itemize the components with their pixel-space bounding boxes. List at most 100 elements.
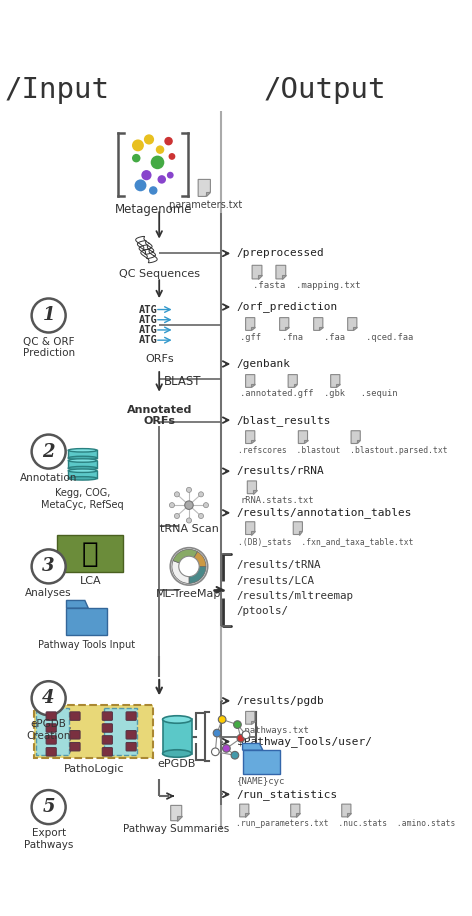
Circle shape [198, 492, 203, 496]
Circle shape [149, 186, 158, 195]
FancyBboxPatch shape [34, 705, 153, 758]
Text: Metagenome: Metagenome [115, 203, 192, 216]
Circle shape [132, 139, 144, 151]
Polygon shape [198, 180, 211, 196]
Polygon shape [251, 384, 255, 387]
Text: BLAST: BLAST [163, 376, 201, 388]
Ellipse shape [162, 750, 192, 758]
Circle shape [169, 153, 176, 160]
Polygon shape [247, 481, 256, 494]
Text: /Input: /Input [5, 76, 110, 104]
Text: .run_parameters.txt  .nuc.stats  .amino.stats: .run_parameters.txt .nuc.stats .amino.st… [236, 819, 455, 828]
FancyBboxPatch shape [102, 724, 112, 732]
Text: /results/rRNA: /results/rRNA [236, 466, 324, 476]
Polygon shape [285, 327, 289, 331]
Text: /preprocessed: /preprocessed [236, 248, 324, 258]
FancyBboxPatch shape [46, 724, 56, 732]
Text: Export
Pathways: Export Pathways [24, 828, 73, 850]
Text: 1: 1 [42, 307, 55, 324]
Text: ML-TreeMap: ML-TreeMap [156, 588, 222, 598]
Text: .gff    .fna    .faa    .qced.faa: .gff .fna .faa .qced.faa [240, 333, 413, 342]
Wedge shape [189, 551, 206, 566]
Text: /results/tRNA: /results/tRNA [236, 561, 321, 571]
Text: Annotated
ORFs: Annotated ORFs [126, 405, 192, 427]
Text: Pathway Tools Input: Pathway Tools Input [38, 640, 135, 650]
Text: /results/annotation_tables: /results/annotation_tables [236, 507, 412, 518]
Text: ORFs: ORFs [145, 354, 174, 364]
Ellipse shape [68, 469, 97, 473]
Circle shape [219, 715, 226, 724]
Polygon shape [251, 721, 255, 725]
Wedge shape [173, 550, 197, 566]
FancyBboxPatch shape [46, 747, 56, 756]
Circle shape [164, 136, 173, 146]
Text: Kegg, COG,
MetaCyc, RefSeq: Kegg, COG, MetaCyc, RefSeq [42, 488, 124, 509]
Polygon shape [348, 318, 357, 331]
Text: QC Sequences: QC Sequences [118, 268, 200, 278]
Polygon shape [245, 431, 255, 443]
Circle shape [198, 514, 203, 518]
Polygon shape [245, 522, 255, 535]
Circle shape [211, 748, 219, 756]
FancyBboxPatch shape [243, 750, 280, 774]
Text: .refscores  .blastout  .blastout.parsed.txt: .refscores .blastout .blastout.parsed.tx… [238, 445, 448, 454]
Circle shape [179, 556, 199, 576]
Circle shape [158, 175, 166, 184]
Text: /blast_results: /blast_results [236, 415, 331, 426]
Text: PathoLogic: PathoLogic [63, 764, 124, 774]
Polygon shape [206, 191, 211, 196]
Circle shape [32, 791, 66, 824]
Text: LCA: LCA [79, 576, 101, 585]
FancyBboxPatch shape [126, 731, 136, 739]
Polygon shape [245, 318, 255, 331]
FancyBboxPatch shape [70, 731, 80, 739]
Circle shape [32, 550, 66, 583]
Ellipse shape [162, 715, 192, 724]
Circle shape [132, 154, 141, 162]
Polygon shape [304, 440, 308, 443]
Circle shape [234, 721, 241, 728]
Text: 4: 4 [42, 689, 55, 707]
Text: /Output: /Output [264, 76, 386, 104]
Text: Analyses: Analyses [25, 588, 72, 597]
Polygon shape [253, 490, 256, 494]
Text: /results/pgdb: /results/pgdb [236, 696, 324, 706]
Text: Annotation: Annotation [20, 473, 77, 483]
Circle shape [151, 156, 164, 169]
Circle shape [144, 135, 154, 145]
Polygon shape [252, 266, 262, 279]
Circle shape [186, 487, 192, 493]
Ellipse shape [68, 449, 97, 452]
Text: .parameters.txt: .parameters.txt [166, 200, 243, 210]
Circle shape [203, 503, 209, 507]
Polygon shape [291, 804, 300, 817]
Text: {NAME}cyc: {NAME}cyc [237, 778, 286, 786]
Text: 3: 3 [42, 558, 55, 575]
Text: ATG: ATG [139, 325, 158, 335]
Circle shape [242, 731, 250, 738]
Text: $Pathway_Tools/user/: $Pathway_Tools/user/ [236, 736, 371, 747]
Text: .pathways.txt: .pathways.txt [240, 726, 310, 736]
Circle shape [141, 170, 152, 180]
Polygon shape [296, 813, 300, 817]
Circle shape [174, 492, 179, 496]
Text: ATG: ATG [139, 304, 158, 314]
FancyBboxPatch shape [70, 712, 80, 720]
Polygon shape [67, 601, 88, 608]
Circle shape [170, 548, 208, 585]
FancyBboxPatch shape [68, 461, 97, 468]
FancyBboxPatch shape [68, 451, 97, 458]
Text: 🦣: 🦣 [82, 540, 99, 568]
Text: rRNA.stats.txt: rRNA.stats.txt [240, 496, 313, 505]
Ellipse shape [68, 456, 97, 460]
Polygon shape [279, 318, 289, 331]
Circle shape [156, 146, 164, 154]
FancyBboxPatch shape [67, 608, 107, 636]
FancyBboxPatch shape [68, 471, 97, 478]
Text: QC & ORF
Prediction: QC & ORF Prediction [23, 337, 75, 358]
Circle shape [32, 299, 66, 333]
Text: ePGDB
Creation: ePGDB Creation [26, 719, 71, 741]
Circle shape [237, 735, 244, 742]
Polygon shape [347, 813, 351, 817]
Polygon shape [251, 327, 255, 331]
